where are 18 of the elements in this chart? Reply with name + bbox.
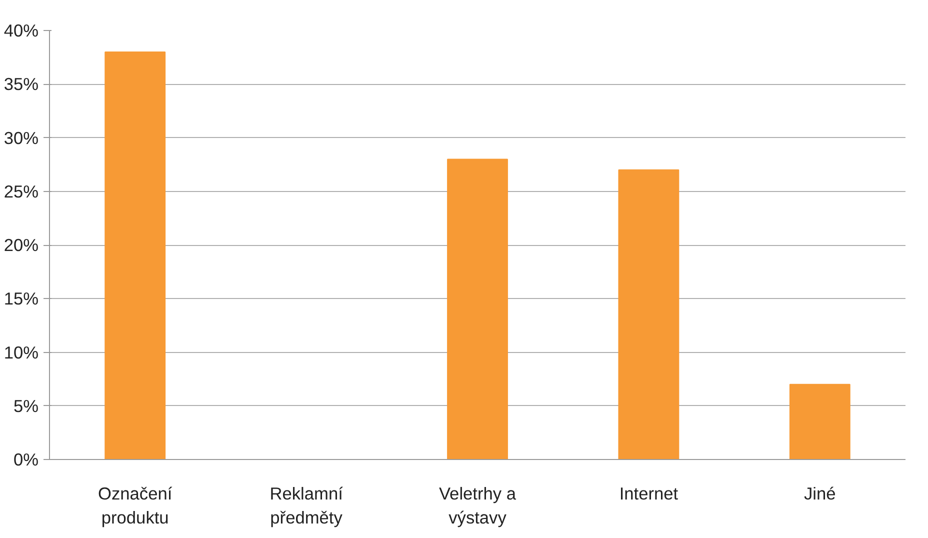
y-tick-label: 30% bbox=[4, 128, 39, 148]
bar bbox=[447, 158, 508, 460]
x-tick-label: Reklamní předměty bbox=[270, 484, 344, 528]
y-tick-label: 5% bbox=[13, 396, 38, 416]
x-tick-label: Označení produktu bbox=[98, 484, 172, 528]
x-tick-label: Veletrhy a výstavy bbox=[438, 484, 516, 528]
y-tick-label: 0% bbox=[13, 450, 38, 470]
bar bbox=[618, 169, 680, 460]
y-tick-label: 40% bbox=[4, 20, 39, 40]
y-tick-label: 25% bbox=[4, 181, 39, 202]
x-tick-label: Jiné bbox=[804, 484, 836, 504]
x-tick-label: Internet bbox=[619, 484, 678, 504]
y-tick-label: 35% bbox=[4, 74, 39, 94]
y-tick-label: 20% bbox=[4, 235, 39, 255]
bar bbox=[104, 51, 166, 460]
bar bbox=[789, 384, 850, 460]
y-tick-label: 15% bbox=[4, 288, 39, 309]
y-tick-label: 10% bbox=[4, 342, 39, 362]
